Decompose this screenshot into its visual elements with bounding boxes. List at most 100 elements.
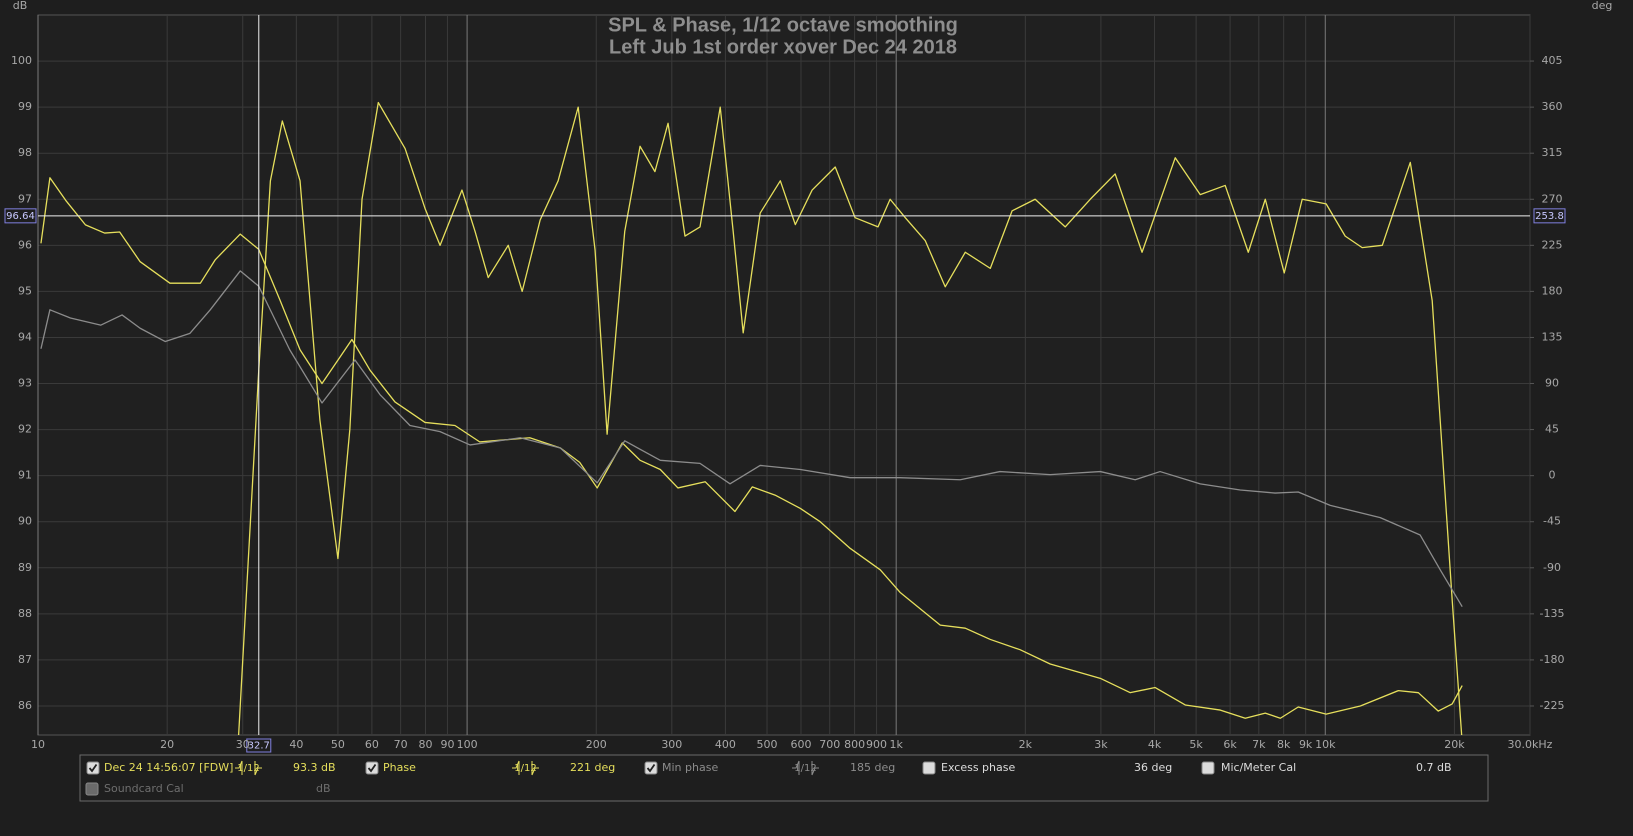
y2-tick-label: -45 [1543, 515, 1561, 528]
x-tick-label: 6k [1223, 738, 1237, 751]
x-tick-label: 30.0kHz [1508, 738, 1553, 751]
checkmark [646, 763, 656, 773]
series-line [40, 270, 1463, 608]
y-tick-label: 88 [18, 607, 32, 620]
x-tick-label: 90 [440, 738, 454, 751]
y2-tick-label: -135 [1540, 607, 1565, 620]
x-tick-label: 7k [1252, 738, 1266, 751]
grid [37, 15, 1531, 735]
cursor-y-label: 96.64 [6, 211, 35, 222]
smoothing-label[interactable]: 1/12 [514, 763, 536, 774]
y2-tick-label: 135 [1542, 330, 1563, 343]
y2-tick-label: -225 [1540, 699, 1565, 712]
y-tick-label: 90 [18, 515, 32, 528]
x-tick-label: 700 [819, 738, 840, 751]
panel-item-readout: 36 deg [1134, 761, 1172, 774]
smoothing-bracket[interactable] [792, 760, 819, 776]
y-tick-label: 91 [18, 469, 32, 482]
y2-tick-label: 360 [1542, 100, 1563, 113]
y2-tick-label: 315 [1542, 146, 1563, 159]
y2-tick-label: -180 [1540, 653, 1565, 666]
x-tick-label: 600 [790, 738, 811, 751]
panel-item-label[interactable]: Excess phase [941, 761, 1015, 774]
smoothing-bracket[interactable] [512, 760, 539, 776]
x-tick-label: 10k [1315, 738, 1336, 751]
panel-item-label[interactable]: Mic/Meter Cal [1221, 761, 1296, 774]
x-tick-label: 10 [31, 738, 45, 751]
legend-readout: 93.3 dB [293, 761, 336, 774]
checkbox[interactable] [1201, 761, 1215, 775]
y2-tick-label: 225 [1542, 238, 1563, 251]
y2-tick-label: 180 [1542, 284, 1563, 297]
panel-item-readout: 0.7 dB [1416, 761, 1452, 774]
x-tick-label: 8k [1277, 738, 1291, 751]
x-tick-label: 50 [331, 738, 345, 751]
panel-item-label[interactable]: Soundcard Cal [104, 782, 184, 795]
series-line [40, 177, 1463, 719]
x-tick-label: 100 [457, 738, 478, 751]
chart-title: SPL & Phase, 1/12 octave smoothing [608, 14, 958, 36]
x-tick-label: 9k [1299, 738, 1313, 751]
cursor-label-box [4, 208, 37, 224]
x-tick-label: 800 [844, 738, 865, 751]
x-tick-label: 40 [289, 738, 303, 751]
cursor-x-label: 32.7 [248, 741, 270, 752]
cursor: 96.64 253.8 32.7 [4, 15, 1566, 753]
checkbox[interactable] [85, 782, 99, 796]
smoothing-bracket[interactable] [235, 760, 262, 776]
legend: Dec 24 14:56:07 [FDW] 1/12 93.3 dB Phase 1/1… [85, 760, 1452, 796]
checkbox[interactable] [922, 761, 936, 775]
x-tick-label: 900 [866, 738, 887, 751]
chart-subtitle: Left Jub 1st order xover Dec 24 2018 [609, 36, 957, 58]
x-tick-label: 70 [394, 738, 408, 751]
checkmark [88, 763, 98, 773]
y-tick-label: 87 [18, 653, 32, 666]
legend-readout: 221 deg [570, 761, 615, 774]
y-tick-label: 97 [18, 192, 32, 205]
x-tick-label: 4k [1148, 738, 1162, 751]
legend-label[interactable]: Dec 24 14:56:07 [FDW] [104, 761, 233, 774]
cursor-label-box [246, 738, 272, 753]
x-tick-label: 1k [889, 738, 903, 751]
cursor-y2-label: 253.8 [1535, 211, 1564, 222]
legend-panel [79, 754, 1489, 802]
y2-tick-label: -90 [1543, 561, 1561, 574]
y-tick-label: 95 [18, 284, 32, 297]
x-tick-label: 30 [236, 738, 250, 751]
cursor-label-box [1533, 208, 1566, 224]
legend-label[interactable]: Min phase [662, 761, 718, 774]
x-tick-label: 60 [365, 738, 379, 751]
y2-tick-label: 90 [1545, 377, 1559, 390]
legend-label[interactable]: Phase [383, 761, 416, 774]
checkmark [367, 763, 377, 773]
x-tick-label: 200 [586, 738, 607, 751]
y-tick-label: 86 [18, 699, 32, 712]
x-tick-label: 300 [661, 738, 682, 751]
y2-tick-label: 405 [1542, 54, 1563, 67]
y-tick-label: 99 [18, 100, 32, 113]
series-line [237, 101, 1463, 735]
y-tick-label: 96 [18, 238, 32, 251]
x-tick-label: 80 [419, 738, 433, 751]
y-unit: dB [13, 0, 28, 12]
x-tick-label: 5k [1189, 738, 1203, 751]
y2-unit: deg [1592, 0, 1613, 12]
curves [40, 101, 1463, 735]
y2-tick-label: 45 [1545, 423, 1559, 436]
y2-tick-label: 0 [1549, 469, 1556, 482]
y-tick-label: 94 [18, 330, 32, 343]
y-tick-label: 92 [18, 423, 32, 436]
y-tick-label: 98 [18, 146, 32, 159]
smoothing-label[interactable]: 1/12 [794, 763, 816, 774]
legend-readout: 185 deg [850, 761, 895, 774]
x-tick-label: 20 [160, 738, 174, 751]
x-tick-label: 2k [1019, 738, 1033, 751]
x-tick-label: 20k [1444, 738, 1465, 751]
y-tick-label: 100 [11, 54, 32, 67]
y-tick-label: 93 [18, 377, 32, 390]
smoothing-label[interactable]: 1/12 [237, 763, 259, 774]
y-tick-label: 89 [18, 561, 32, 574]
panel-item-readout: dB [316, 782, 331, 795]
x-tick-label: 500 [757, 738, 778, 751]
